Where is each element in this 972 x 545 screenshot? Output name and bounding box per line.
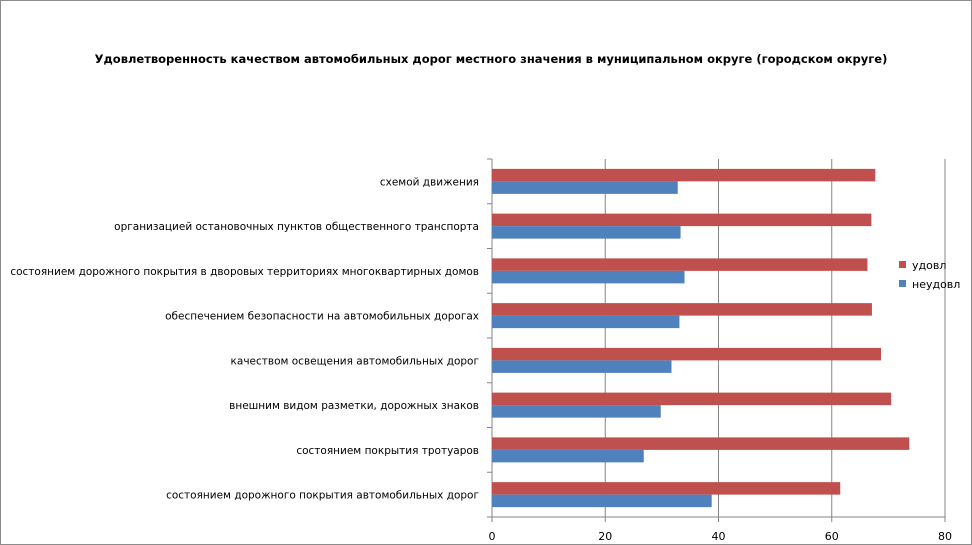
x-tick-label: 60 — [825, 530, 839, 543]
bar-neudovl — [492, 405, 661, 418]
category-label: обеспечением безопасности на автомобильн… — [165, 311, 479, 323]
category-label: состоянием дорожного покрытия автомобиль… — [166, 490, 479, 502]
bar-neudovl — [492, 270, 685, 284]
bar-neudovl — [492, 315, 680, 329]
chart-title: Удовлетворенность качеством автомобильны… — [94, 52, 888, 66]
legend-label: неудовл — [912, 278, 960, 291]
legend-swatch — [899, 261, 906, 268]
bar-udovl — [492, 168, 876, 182]
category-label: внешним видом разметки, дорожных знаков — [229, 400, 479, 412]
bar-udovl — [492, 392, 892, 406]
bar-neudovl — [492, 181, 678, 194]
x-tick-label: 0 — [489, 530, 496, 543]
bar-neudovl — [492, 449, 644, 463]
category-label: состоянием покрытия тротуаров — [296, 445, 479, 457]
category-label: схемой движения — [380, 176, 479, 188]
x-tick-label: 20 — [598, 530, 612, 543]
bar-neudovl — [492, 360, 672, 373]
bar-neudovl — [492, 494, 712, 508]
bar-udovl — [492, 437, 910, 450]
x-tick-label: 80 — [938, 530, 952, 543]
legend-label: удовл — [912, 259, 946, 272]
bar-udovl — [492, 347, 882, 361]
bar-neudovl — [492, 226, 681, 239]
category-label: состоянием дорожного покрытия в дворовых… — [10, 266, 479, 278]
legend-swatch — [899, 280, 906, 287]
bar-udovl — [492, 303, 872, 316]
category-label: качеством освещения автомобильных дорог — [231, 355, 479, 367]
bar-udovl — [492, 213, 872, 227]
x-tick-label: 40 — [712, 530, 726, 543]
category-label: организацией остановочных пунктов общест… — [114, 221, 479, 233]
bar-udovl — [492, 482, 841, 495]
bar-udovl — [492, 258, 868, 271]
